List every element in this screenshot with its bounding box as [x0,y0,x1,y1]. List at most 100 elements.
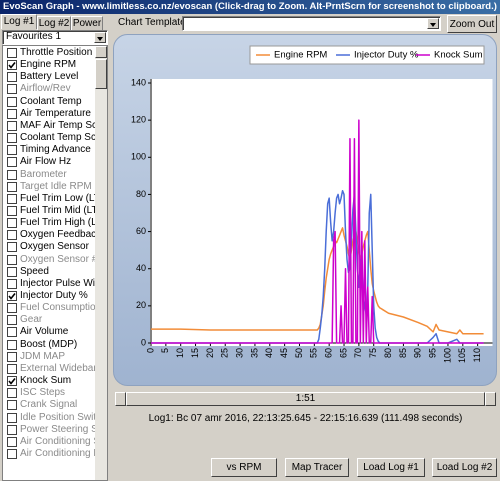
channel-label: JDM MAP [20,350,65,362]
channel-item[interactable]: Air Conditioning Relay [3,448,97,460]
x-tick-label: 95 [427,348,437,358]
button[interactable]: Load Log #1 [357,458,425,477]
button[interactable]: vs RPM [211,458,277,477]
channel-item[interactable]: Idle Position Switch [3,412,97,424]
channel-label: Engine RPM [20,59,77,71]
channel-item[interactable]: Engine RPM [3,59,97,71]
tab[interactable]: Log #2 [37,16,71,31]
checkbox[interactable] [7,448,17,459]
channel-item[interactable]: Timing Advance [3,144,97,156]
checkbox[interactable] [7,157,17,168]
channel-label: Power Steering Switch [20,423,97,435]
channel-item[interactable]: Coolant Temp [3,96,97,108]
channel-item[interactable]: Fuel Trim High (LTFT) [3,217,97,229]
channel-item[interactable]: Air Volume [3,326,97,338]
channel-item[interactable]: Fuel Consumption [3,302,97,314]
checkbox[interactable] [7,291,17,301]
checkbox[interactable] [7,96,17,107]
channel-item[interactable]: Air Conditioning Switch [3,436,97,448]
channel-item[interactable]: Target Idle RPM [3,181,97,193]
checkbox[interactable] [7,436,17,447]
checkbox[interactable] [7,205,17,216]
channel-label: Airflow/Rev [20,83,71,95]
channel-item[interactable]: Fuel Trim Mid (LTFT) [3,205,97,217]
checkbox[interactable] [7,145,17,156]
channel-item[interactable]: Crank Signal [3,399,97,411]
title-bar: EvoScan Graph - www.limitless.co.nz/evos… [0,0,500,14]
checkbox[interactable] [7,193,17,204]
button[interactable]: Map Tracer [285,458,349,477]
channel-item[interactable]: Barometer [3,169,97,181]
y-tick-label: 80 [136,189,146,199]
checkbox[interactable] [7,133,17,144]
checkbox[interactable] [7,242,17,253]
channel-item[interactable]: ISC Steps [3,387,97,399]
checkbox[interactable] [7,48,17,58]
channel-item[interactable]: Oxygen Feedback Trim [3,229,97,241]
channel-item[interactable]: Air Flow Hz [3,156,97,168]
channel-item[interactable]: Air Temperature [3,108,97,120]
channel-item[interactable]: External Wideband A/F [3,363,97,375]
y-tick-label: 140 [131,77,146,87]
x-tick-label: 90 [413,348,423,358]
channel-label: Air Flow Hz [20,156,72,168]
channel-label: ISC Steps [20,387,66,399]
channel-label: Throttle Position [20,47,93,58]
time-thumb[interactable]: 1:51 [126,392,485,406]
checkbox[interactable] [7,376,17,387]
checkbox[interactable] [7,254,17,265]
x-tick-label: 50 [294,348,304,358]
checkbox[interactable] [7,339,17,350]
channel-item[interactable]: Injector Pulse Width [3,278,97,290]
channel-item[interactable]: Airflow/Rev [3,83,97,95]
channel-item[interactable]: MAF Air Temp Scaled [3,120,97,132]
checkbox[interactable] [7,218,17,229]
checkbox[interactable] [7,278,17,289]
channel-item[interactable]: JDM MAP [3,351,97,363]
checkbox[interactable] [7,327,17,338]
checkbox[interactable] [7,181,17,192]
channel-item[interactable]: Gear [3,314,97,326]
time-scrollbar[interactable]: 1:51 [115,392,496,406]
chart-template-combo[interactable] [182,16,441,31]
channel-item[interactable]: Battery Level [3,71,97,83]
checkbox[interactable] [7,230,17,241]
checkbox[interactable] [7,412,17,423]
checkbox[interactable] [7,351,17,362]
checkbox[interactable] [7,400,17,411]
channel-item[interactable]: Knock Sum [3,375,97,387]
checkbox[interactable] [7,72,17,83]
channel-item[interactable]: Boost (MDP) [3,339,97,351]
channel-item[interactable]: Power Steering Switch [3,424,97,436]
checkbox[interactable] [7,169,17,180]
series-line [151,119,484,344]
channel-item[interactable]: Throttle Position [3,47,97,59]
checkbox[interactable] [7,388,17,399]
button[interactable]: Load Log #2 [432,458,497,477]
list-scrollbar[interactable] [95,46,107,480]
legend-label: Injector Duty % [354,50,419,61]
tab[interactable]: Log #1 [1,14,37,29]
channel-item[interactable]: Fuel Trim Low (LTFT) [3,193,97,205]
checkbox[interactable] [7,303,17,314]
channel-item[interactable]: Coolant Temp Scaled [3,132,97,144]
favourites-combo[interactable]: Favourites 1 [2,30,108,45]
channel-label: Oxygen Sensor #2 [20,253,97,265]
y-tick-label: 20 [136,300,146,310]
checkbox[interactable] [7,60,17,71]
checkbox[interactable] [7,108,17,119]
channel-item[interactable]: Oxygen Sensor [3,241,97,253]
zoom-out-button[interactable]: Zoom Out [447,15,497,33]
checkbox[interactable] [7,120,17,131]
channel-item[interactable]: Injector Duty % [3,290,97,302]
checkbox[interactable] [7,424,17,435]
tab[interactable]: Power [71,16,103,31]
checkbox[interactable] [7,84,17,95]
x-tick-label: 20 [205,348,215,358]
chart-template-label: Chart Template: [118,17,189,28]
checkbox[interactable] [7,363,17,374]
channel-item[interactable]: Oxygen Sensor #2 [3,254,97,266]
checkbox[interactable] [7,315,17,326]
checkbox[interactable] [7,266,17,277]
channel-item[interactable]: Speed [3,266,97,278]
